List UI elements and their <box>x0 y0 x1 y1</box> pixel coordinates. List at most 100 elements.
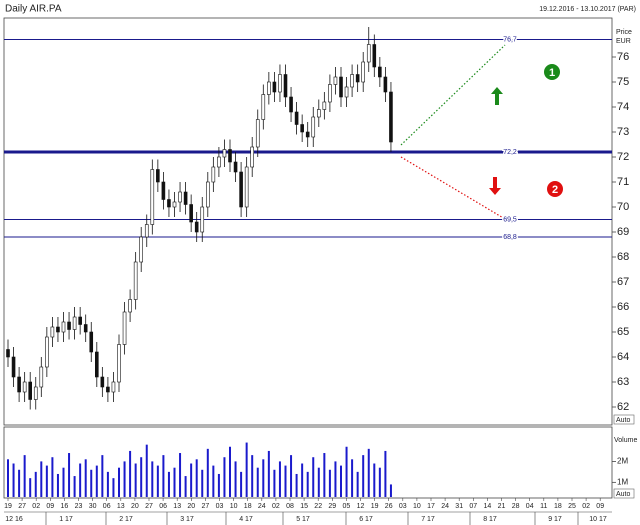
x-tick-label: 26 <box>385 503 393 510</box>
auto-label[interactable]: Auto <box>616 491 631 498</box>
y-tick-label: 65 <box>617 326 629 338</box>
volume-bar <box>334 461 337 497</box>
candle-body <box>111 381 116 393</box>
candle-body <box>39 366 44 388</box>
candle-body <box>106 386 110 393</box>
candle-body <box>361 61 366 83</box>
volume-bar <box>234 461 237 497</box>
volume-bar <box>95 465 98 497</box>
volume-bar <box>106 471 109 497</box>
y-tick-label: 70 <box>617 201 629 213</box>
y-tick-label: 63 <box>617 376 629 388</box>
x-tick-label: 05 <box>343 503 351 510</box>
y-tick-label: 74 <box>617 101 629 113</box>
x-tick-label: 10 <box>230 503 238 510</box>
x-tick-label: 06 <box>103 503 111 510</box>
bear-trend <box>400 156 506 220</box>
volume-bar <box>378 467 381 497</box>
volume-bar <box>201 469 204 497</box>
candle-body <box>328 84 332 103</box>
y-tick-label: 1M <box>617 477 628 486</box>
volume-bar <box>184 476 187 497</box>
volume-bar <box>23 455 26 497</box>
volume-bar <box>340 465 342 497</box>
candle-body <box>206 181 210 208</box>
y-tick-label: 73 <box>617 126 629 138</box>
candle-body <box>389 91 393 143</box>
auto-button[interactable] <box>613 488 635 499</box>
x-tick-label: 04 <box>526 503 534 510</box>
candle-body <box>67 321 71 330</box>
y-label: Price <box>616 29 632 36</box>
candle-body <box>45 336 49 368</box>
x-tick-label: 27 <box>202 503 210 510</box>
volume-bar <box>312 457 315 497</box>
volume-bar <box>240 471 243 497</box>
candle-body <box>261 94 266 120</box>
candle-body <box>144 224 149 238</box>
x-tick-label: 13 <box>117 503 125 510</box>
x-tick-label: 02 <box>32 503 40 510</box>
candle-body <box>6 349 10 358</box>
candle-body <box>383 76 388 93</box>
x-tick-label: 02 <box>582 503 590 510</box>
candle-body <box>228 149 232 163</box>
month-label: 10 17 <box>589 516 607 523</box>
candle-body <box>139 236 143 263</box>
candle-body <box>61 321 66 333</box>
auto-label[interactable]: Auto <box>616 417 631 424</box>
volume-bar <box>262 459 265 497</box>
y-tick-label: 76 <box>617 51 629 63</box>
y-tick-label: 75 <box>617 76 629 88</box>
annotation-number: 1 <box>549 67 555 79</box>
x-tick-label: 25 <box>568 503 576 510</box>
candle-body <box>366 44 371 63</box>
auto-button[interactable] <box>613 414 635 425</box>
candle-body <box>83 324 88 333</box>
candle-body <box>33 386 38 400</box>
x-tick-label: 03 <box>399 503 407 510</box>
x-tick-label: 13 <box>173 503 181 510</box>
volume-bar <box>162 455 165 497</box>
volume-bar <box>323 453 326 497</box>
annotation-arrow <box>489 177 501 195</box>
y-unit: EUR <box>616 38 631 45</box>
volume-bar <box>118 467 120 497</box>
candle-body <box>344 86 349 98</box>
volume-bar <box>290 455 293 497</box>
y-tick-label: 71 <box>617 176 629 188</box>
candle-body <box>89 331 94 353</box>
annotation-badge <box>547 181 563 197</box>
volume-bar <box>295 473 298 497</box>
volume-bar <box>306 471 309 497</box>
candle-body <box>78 316 82 325</box>
x-tick-label: 08 <box>286 503 294 510</box>
volume-bar <box>51 457 54 497</box>
volume-bar <box>129 450 132 497</box>
volume-bar <box>68 453 71 497</box>
volume-bar <box>140 457 143 497</box>
bull-trend <box>400 44 506 146</box>
candle-body <box>17 376 21 393</box>
x-tick-label: 19 <box>4 503 12 510</box>
volume-bar <box>73 476 76 497</box>
candle-body <box>200 206 205 233</box>
candle-body <box>167 199 171 208</box>
candle-body <box>372 44 377 68</box>
volume-bar <box>345 446 348 497</box>
volume-bar <box>301 463 304 497</box>
candle-body <box>161 181 166 200</box>
volume-bar <box>212 465 215 497</box>
candle-body <box>283 74 288 98</box>
x-tick-label: 12 <box>357 503 365 510</box>
volume-bar <box>389 484 392 497</box>
candle-body <box>255 119 260 148</box>
x-tick-label: 29 <box>328 503 336 510</box>
level-label: 72,2 <box>503 149 517 156</box>
candle-body <box>178 191 182 203</box>
x-tick-label: 11 <box>540 503 547 510</box>
volume-bar <box>156 465 159 497</box>
x-tick-label: 31 <box>455 503 463 510</box>
x-tick-label: 19 <box>371 503 379 510</box>
volume-bar <box>134 463 137 497</box>
